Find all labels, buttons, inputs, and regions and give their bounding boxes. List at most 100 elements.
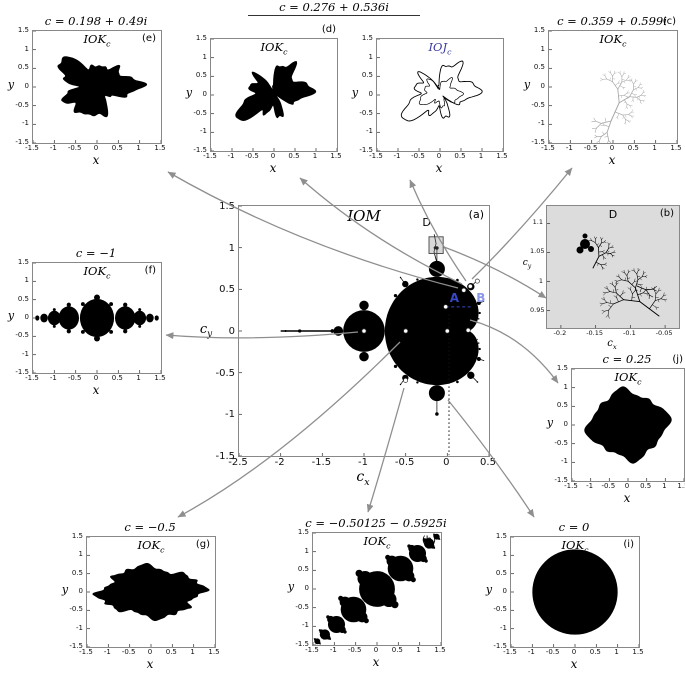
y-tick-label: 1.1 xyxy=(532,218,543,227)
y-tick-label: -1.5 xyxy=(295,640,309,648)
y-axis-label: y xyxy=(7,309,15,322)
panel-title: c = 0.25 xyxy=(602,352,652,366)
y-tick-label: 0.5 xyxy=(361,71,373,80)
panel-letter: (d) xyxy=(321,24,336,35)
x-tick-label: -1.5 xyxy=(25,144,39,152)
x-tick-label: -1.5 xyxy=(369,152,383,160)
plot-area-e: IOKc (e) xyxy=(32,30,162,144)
x-tick-label: 0.5 xyxy=(111,374,123,382)
x-tick-label: -1.5 xyxy=(79,648,93,656)
y-tick-label: 1 xyxy=(304,546,309,555)
region-d-box xyxy=(428,236,444,254)
y-tick-label: 0.5 xyxy=(219,284,235,296)
x-tick-label: 1 xyxy=(478,152,484,160)
panel-c: c = 0.359 + 0.599i (c) y 1.5 1 0.5 0 -0.5 -1 -1.5… xyxy=(520,14,682,167)
x-tick-label: -1.5 xyxy=(203,152,217,160)
x-tick-label: -0.5 xyxy=(545,648,560,656)
set-label: IOKc xyxy=(363,534,391,551)
x-tick-label: 0 xyxy=(624,482,630,490)
y-tick-label: 0 xyxy=(368,90,373,98)
x-tick-label: 1.5 xyxy=(496,152,508,160)
panel-title: c = −0.50125 − 0.5925i xyxy=(305,516,447,530)
panel-g: c = −0.5 y 1.5 1 0.5 0 -0.5 -1 -1.5 -1.5 -1 -0.5 0 0.… xyxy=(58,520,220,671)
plot-area-h: IOKc (h) xyxy=(312,532,442,646)
y-tick-label: 1 xyxy=(538,276,543,285)
plot-area-ioj: IOJc xyxy=(376,38,504,152)
panel-title: c = 0.198 + 0.49i xyxy=(44,14,148,28)
y-tick-label: 1 xyxy=(368,52,373,61)
y-tick-label: -1.5 xyxy=(531,138,545,146)
x-tick-label: 0 xyxy=(609,144,615,152)
fractal-art xyxy=(572,369,684,481)
c-marker-dot xyxy=(474,278,480,284)
panel-letter: (b) xyxy=(659,208,674,219)
x-tick-label: -1 xyxy=(393,152,401,160)
plot-area-g: IOKc (g) xyxy=(86,536,216,648)
x-tick-label: 1 xyxy=(136,374,141,382)
plot-area-f: IOKc (f) xyxy=(32,262,162,374)
plot-area-j: IOKc xyxy=(571,368,685,482)
x-tick-label: -1 xyxy=(586,482,594,490)
plot-area-c: IOKc xyxy=(548,30,678,144)
x-axis-label: x xyxy=(372,655,380,669)
x-tick-label: 0 xyxy=(443,457,450,468)
point-b-label: B xyxy=(476,291,485,305)
x-tick-label: 1.5 xyxy=(154,144,166,152)
x-tick-label: 0 xyxy=(147,648,153,656)
y-tick-label: -0.5 xyxy=(215,367,235,379)
x-tick-label: 1 xyxy=(312,152,318,160)
x-tick-label: 1.5 xyxy=(670,144,682,152)
x-tick-label: 0.5 xyxy=(391,646,403,654)
y-tick-label: 0.5 xyxy=(556,401,568,410)
y-tick-label: 1 xyxy=(78,550,83,559)
c-marker-dot xyxy=(443,304,449,310)
x-tick-label: 1.5 xyxy=(677,482,685,490)
x-tick-label: 1 xyxy=(652,144,657,152)
x-tick-label: -1.5 xyxy=(311,457,332,468)
y-tick-label: 0 xyxy=(502,587,507,595)
x-tick-label: -0.05 xyxy=(655,329,673,337)
x-tick-label: -1.5 xyxy=(503,648,517,656)
x-tick-label: -0.5 xyxy=(67,374,82,382)
panel-f: c = −1 y 1.5 1 0.5 0 -0.5 -1 -1.5 -1.5 -1 -0.5 0 0.5 1… xyxy=(4,246,166,397)
y-tick-label: 1.05 xyxy=(530,247,545,256)
x-tick-label: 1.5 xyxy=(434,646,446,654)
x-tick-label: 1.5 xyxy=(154,374,166,382)
set-label: IOKc xyxy=(137,538,165,555)
x-tick-label: -0.5 xyxy=(411,152,425,160)
x-axis-label: cx xyxy=(607,338,617,351)
x-tick-label: -2 xyxy=(274,457,285,468)
c-marker-dot xyxy=(467,283,473,289)
panel-letter: (a) xyxy=(468,208,484,221)
y-axis-label: y xyxy=(351,86,359,99)
x-tick-label: -0.5 xyxy=(601,482,616,490)
x-axis-label: x xyxy=(623,491,631,505)
x-axis-label: x xyxy=(92,383,100,397)
c-marker-dot xyxy=(465,327,471,333)
c-marker-dot xyxy=(403,377,409,383)
x-tick-label: -0.15 xyxy=(586,329,604,337)
y-tick-label: -0.5 xyxy=(554,438,568,447)
y-tick-label: 1 xyxy=(24,44,29,53)
panel-i: c = 0 y 1.5 1 0.5 0 -0.5 -1 -1.5 -1.5 -1 -0.5 0 0.5 1 1… xyxy=(482,520,644,671)
panel-letter: (j) xyxy=(672,354,683,365)
fractal-art xyxy=(33,263,161,373)
x-tick-label: 1 xyxy=(136,144,141,152)
y-tick-label: 1.5 xyxy=(556,364,568,372)
panel-letter: (g) xyxy=(195,539,210,550)
panel-b: cy 1.1 1.05 1 0.95 -0.2 -0.15 -0.1 -0.05 cx D (b) xyxy=(520,205,680,351)
panel-letter: (h) xyxy=(421,535,436,546)
x-tick-label: 1 xyxy=(190,648,195,656)
y-tick-label: -1 xyxy=(366,127,373,136)
y-tick-label: 1.5 xyxy=(17,258,29,266)
x-axis-label: x xyxy=(269,161,277,175)
y-tick-label: -0.5 xyxy=(15,100,29,109)
y-tick-label: -0.5 xyxy=(295,602,309,611)
fractal-art xyxy=(549,31,677,143)
y-tick-label: -1.5 xyxy=(69,642,83,650)
x-tick-label: -0.5 xyxy=(67,144,82,152)
y-tick-label: 0.5 xyxy=(17,63,29,72)
x-tick-label: -0.2 xyxy=(553,329,567,337)
y-tick-label: -0.5 xyxy=(69,605,83,614)
c-marker-dot xyxy=(361,328,367,334)
